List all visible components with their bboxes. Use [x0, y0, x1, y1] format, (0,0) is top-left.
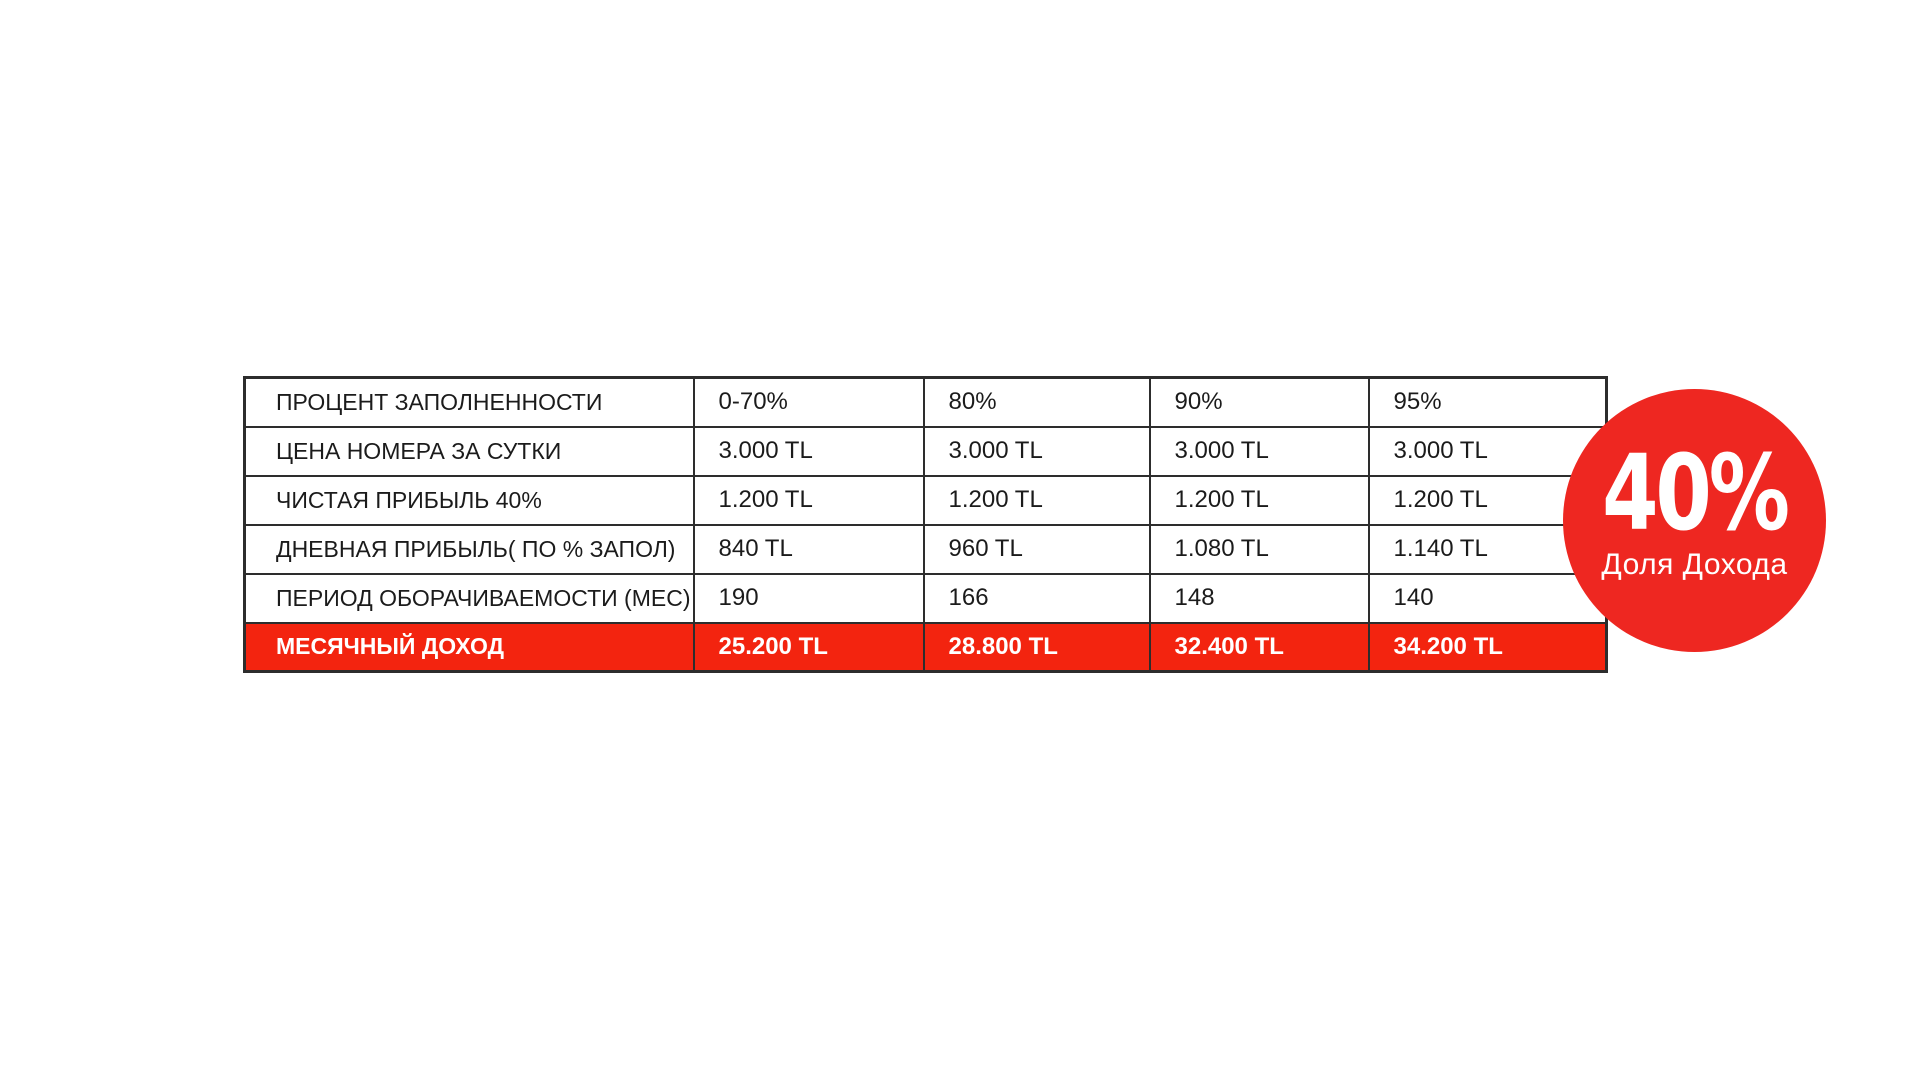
row-label-cell: МЕСЯЧНЫЙ ДОХОД	[243, 621, 695, 673]
income-share-badge: 40% Доля Дохода	[1563, 389, 1826, 652]
value-cell: 148	[1148, 572, 1370, 624]
value-cell: 3.000 TL	[1367, 425, 1608, 477]
occupancy-income-table: ПРОЦЕНТ ЗАПОЛНЕННОСТИ 0-70% 80% 90% 95% …	[243, 376, 1608, 673]
table-row: ПРОЦЕНТ ЗАПОЛНЕННОСТИ 0-70% 80% 90% 95%	[243, 376, 1608, 428]
table-row: ЦЕНА НОМЕРА ЗА СУТКИ 3.000 TL 3.000 TL 3…	[243, 425, 1608, 477]
value-cell: 190	[692, 572, 925, 624]
value-cell: 25.200 TL	[692, 621, 925, 673]
table-row: ПЕРИОД ОБОРАЧИВАЕМОСТИ (МЕС) 190 166 148…	[243, 572, 1608, 624]
occupancy-income-table-body: ПРОЦЕНТ ЗАПОЛНЕННОСТИ 0-70% 80% 90% 95% …	[243, 376, 1608, 673]
value-cell: 90%	[1148, 376, 1370, 428]
value-cell: 166	[922, 572, 1151, 624]
value-cell: 960 TL	[922, 523, 1151, 575]
badge-percent-text: 40%	[1602, 432, 1790, 555]
table-row: МЕСЯЧНЫЙ ДОХОД 25.200 TL 28.800 TL 32.40…	[243, 621, 1608, 673]
value-cell: 140	[1367, 572, 1608, 624]
row-label-cell: ПРОЦЕНТ ЗАПОЛНЕННОСТИ	[243, 376, 695, 428]
value-cell: 1.200 TL	[1148, 474, 1370, 526]
value-cell: 3.000 TL	[692, 425, 925, 477]
value-cell: 95%	[1367, 376, 1608, 428]
value-cell: 0-70%	[692, 376, 925, 428]
value-cell: 1.200 TL	[922, 474, 1151, 526]
value-cell: 3.000 TL	[922, 425, 1151, 477]
value-cell: 32.400 TL	[1148, 621, 1370, 673]
value-cell: 1.200 TL	[692, 474, 925, 526]
row-label-cell: ПЕРИОД ОБОРАЧИВАЕМОСТИ (МЕС)	[243, 572, 695, 624]
row-label-cell: ДНЕВНАЯ ПРИБЫЛЬ( ПО % ЗАПОЛ)	[243, 523, 695, 575]
value-cell: 80%	[922, 376, 1151, 428]
value-cell: 3.000 TL	[1148, 425, 1370, 477]
table-row: ЧИСТАЯ ПРИБЫЛЬ 40% 1.200 TL 1.200 TL 1.2…	[243, 474, 1608, 526]
value-cell: 34.200 TL	[1367, 621, 1608, 673]
row-label-cell: ЦЕНА НОМЕРА ЗА СУТКИ	[243, 425, 695, 477]
value-cell: 28.800 TL	[922, 621, 1151, 673]
badge-caption-text: Доля Дохода	[1601, 547, 1788, 581]
row-label-cell: ЧИСТАЯ ПРИБЫЛЬ 40%	[243, 474, 695, 526]
table-row: ДНЕВНАЯ ПРИБЫЛЬ( ПО % ЗАПОЛ) 840 TL 960 …	[243, 523, 1608, 575]
value-cell: 840 TL	[692, 523, 925, 575]
value-cell: 1.080 TL	[1148, 523, 1370, 575]
